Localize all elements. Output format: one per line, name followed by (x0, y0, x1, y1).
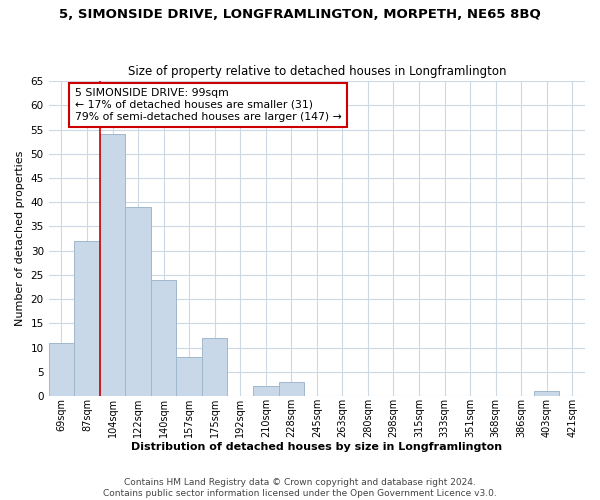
Bar (278, 382, 304, 396)
Bar (74, 241, 100, 396)
Title: Size of property relative to detached houses in Longframlington: Size of property relative to detached ho… (128, 66, 506, 78)
Bar (202, 338, 227, 396)
Bar (534, 392, 559, 396)
X-axis label: Distribution of detached houses by size in Longframlington: Distribution of detached houses by size … (131, 442, 502, 452)
Bar (100, 134, 125, 396)
Text: Contains HM Land Registry data © Crown copyright and database right 2024.
Contai: Contains HM Land Registry data © Crown c… (103, 478, 497, 498)
Bar (151, 280, 176, 396)
Y-axis label: Number of detached properties: Number of detached properties (15, 151, 25, 326)
Bar (253, 386, 278, 396)
Text: 5, SIMONSIDE DRIVE, LONGFRAMLINGTON, MORPETH, NE65 8BQ: 5, SIMONSIDE DRIVE, LONGFRAMLINGTON, MOR… (59, 8, 541, 20)
Bar (176, 358, 202, 396)
Bar (49, 343, 74, 396)
Text: 5 SIMONSIDE DRIVE: 99sqm
← 17% of detached houses are smaller (31)
79% of semi-d: 5 SIMONSIDE DRIVE: 99sqm ← 17% of detach… (75, 88, 341, 122)
Bar (125, 207, 151, 396)
